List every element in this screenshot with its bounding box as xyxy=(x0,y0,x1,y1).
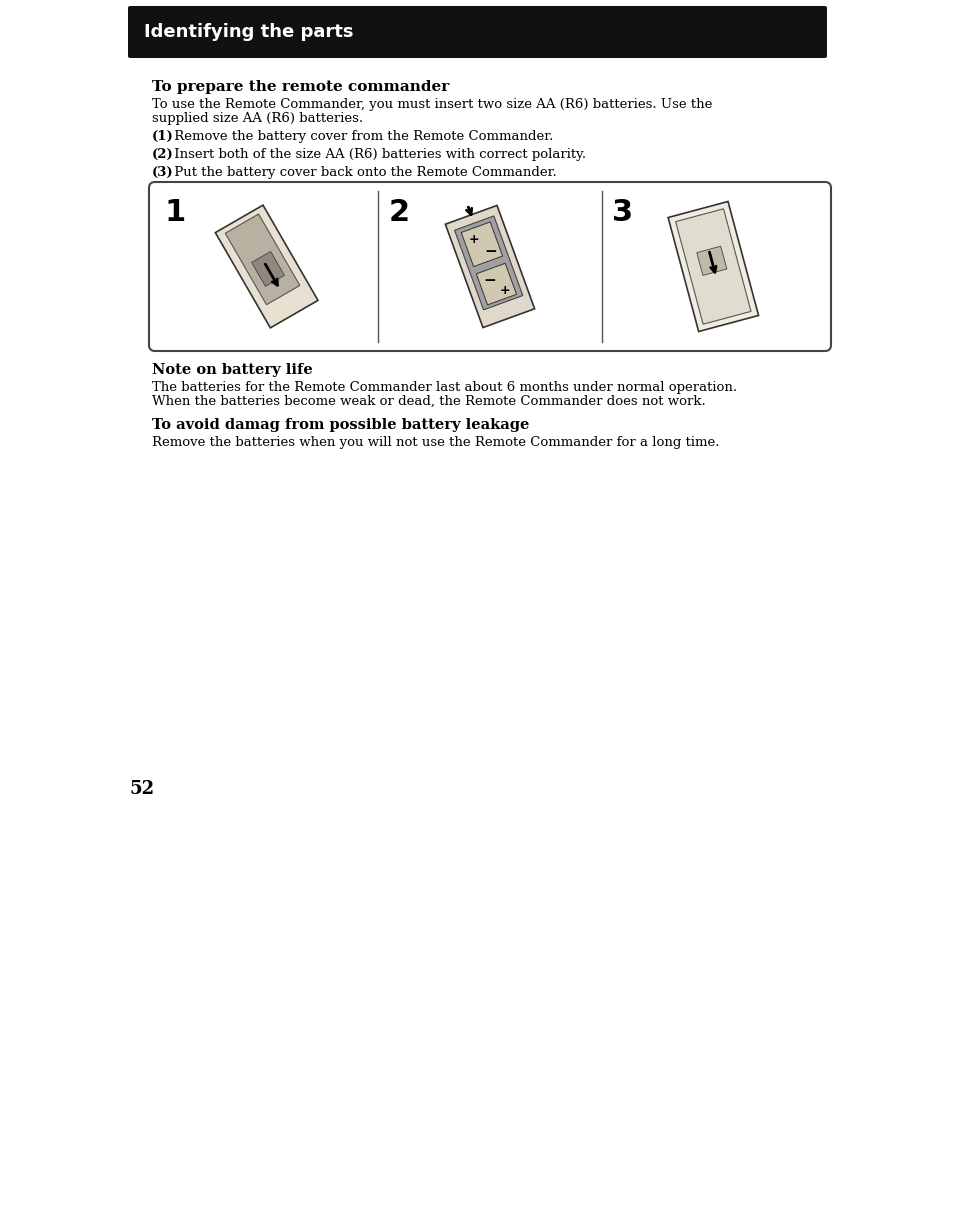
Text: 3: 3 xyxy=(611,198,632,227)
Polygon shape xyxy=(454,216,522,309)
Text: Identifying the parts: Identifying the parts xyxy=(144,23,354,41)
Text: 1: 1 xyxy=(165,198,186,227)
Text: (2): (2) xyxy=(152,149,173,161)
FancyBboxPatch shape xyxy=(128,6,826,58)
Text: To prepare the remote commander: To prepare the remote commander xyxy=(152,80,449,95)
Text: To avoid damag from possible battery leakage: To avoid damag from possible battery lea… xyxy=(152,418,529,432)
Text: −: − xyxy=(483,243,497,259)
Text: (1): (1) xyxy=(152,130,173,142)
Text: 2: 2 xyxy=(388,198,409,227)
FancyBboxPatch shape xyxy=(149,182,830,351)
Text: +: + xyxy=(469,233,479,246)
Polygon shape xyxy=(252,252,284,286)
Polygon shape xyxy=(476,263,516,305)
Text: 52: 52 xyxy=(130,780,155,798)
Polygon shape xyxy=(696,246,726,275)
Polygon shape xyxy=(675,209,750,324)
Text: +: + xyxy=(498,284,509,297)
Text: Put the battery cover back onto the Remote Commander.: Put the battery cover back onto the Remo… xyxy=(170,166,557,179)
Text: (3): (3) xyxy=(152,166,173,179)
Polygon shape xyxy=(445,205,534,328)
Text: The batteries for the Remote Commander last about 6 months under normal operatio: The batteries for the Remote Commander l… xyxy=(152,381,737,394)
Polygon shape xyxy=(460,222,502,266)
Text: Note on battery life: Note on battery life xyxy=(152,363,313,377)
Text: Insert both of the size AA (R6) batteries with correct polarity.: Insert both of the size AA (R6) batterie… xyxy=(170,149,585,161)
Polygon shape xyxy=(215,205,317,328)
Text: When the batteries become weak or dead, the Remote Commander does not work.: When the batteries become weak or dead, … xyxy=(152,395,705,408)
Polygon shape xyxy=(667,201,758,332)
Polygon shape xyxy=(225,214,299,305)
Text: To use the Remote Commander, you must insert two size AA (R6) batteries. Use the: To use the Remote Commander, you must in… xyxy=(152,98,712,111)
Text: supplied size AA (R6) batteries.: supplied size AA (R6) batteries. xyxy=(152,112,363,125)
Text: −: − xyxy=(482,274,496,289)
Text: Remove the batteries when you will not use the Remote Commander for a long time.: Remove the batteries when you will not u… xyxy=(152,436,719,449)
Text: Remove the battery cover from the Remote Commander.: Remove the battery cover from the Remote… xyxy=(170,130,553,142)
